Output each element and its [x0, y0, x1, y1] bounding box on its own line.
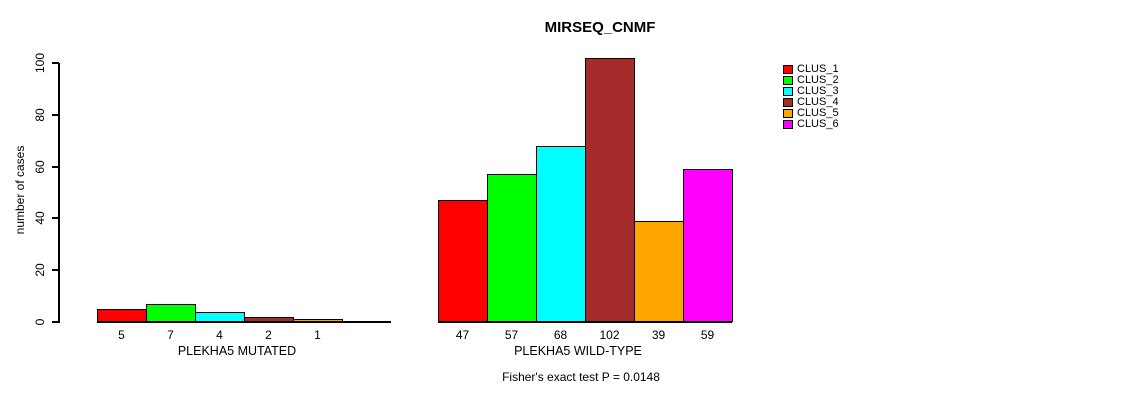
bar-value-label: 68	[553, 328, 568, 342]
legend-swatch-clus_1	[783, 65, 793, 74]
chart-title: MIRSEQ_CNMF	[544, 19, 656, 36]
bar-clus_3	[195, 312, 245, 322]
bar-value-label: 2	[265, 328, 272, 342]
bar-value-label: 4	[216, 328, 223, 342]
y-tick-mark	[52, 269, 59, 272]
bar-clus_1	[97, 309, 147, 322]
y-axis-line	[58, 63, 60, 323]
y-axis-label: number of cases	[13, 145, 27, 235]
bar-clus_2	[146, 304, 196, 322]
y-tick-label: 40	[33, 211, 47, 226]
y-tick-mark	[52, 113, 59, 116]
legend-label: CLUS_6	[797, 118, 839, 130]
legend-label: CLUS_5	[797, 107, 839, 119]
bar-value-label: 7	[167, 328, 174, 342]
y-tick-label: 80	[33, 108, 47, 122]
y-tick-label: 60	[33, 159, 47, 174]
y-tick-label: 0	[33, 318, 47, 326]
legend-swatch-clus_3	[783, 87, 793, 96]
x-axis-baseline	[438, 321, 732, 323]
legend-row: CLUS_6	[783, 119, 839, 130]
legend-label: CLUS_1	[797, 63, 839, 75]
legend-row: CLUS_2	[783, 75, 839, 86]
bar-clus_5	[634, 221, 684, 322]
x-axis-label: PLEKHA5 MUTATED	[177, 344, 297, 358]
legend-row: CLUS_3	[783, 86, 839, 97]
x-axis-label: PLEKHA5 WILD-TYPE	[514, 344, 642, 358]
bar-value-label: 5	[118, 328, 125, 342]
y-tick-label: 20	[33, 263, 47, 277]
legend-swatch-clus_2	[783, 76, 793, 85]
legend-row: CLUS_1	[783, 64, 839, 75]
bar-value-label: 47	[455, 328, 470, 342]
bar-value-label: 1	[314, 328, 321, 342]
legend-label: CLUS_3	[797, 85, 839, 97]
bar-value-label: 39	[651, 328, 666, 342]
legend-swatch-clus_4	[783, 98, 793, 107]
y-tick-mark	[52, 321, 59, 323]
bar-clus_6	[683, 169, 733, 322]
bar-clus_5	[293, 319, 343, 322]
bar-clus_3	[536, 146, 586, 322]
bar-value-label: 59	[700, 328, 715, 342]
bar-value-label: 57	[504, 328, 519, 342]
bar-clus_4	[585, 58, 635, 322]
legend: CLUS_1 CLUS_2 CLUS_3 CLUS_4 CLUS_5 CLUS_6	[783, 64, 839, 130]
bar-clus_1	[438, 200, 488, 322]
fisher-test-annotation: Fisher's exact test P = 0.0148	[502, 370, 660, 384]
legend-label: CLUS_2	[797, 74, 839, 86]
x-axis-baseline	[97, 321, 391, 323]
legend-swatch-clus_6	[783, 120, 793, 129]
y-tick-mark	[52, 165, 59, 168]
legend-swatch-clus_5	[783, 109, 793, 118]
legend-row: CLUS_4	[783, 97, 839, 108]
legend-row: CLUS_5	[783, 108, 839, 119]
y-tick-mark	[52, 62, 59, 64]
y-tick-label: 100	[33, 52, 47, 74]
legend-label: CLUS_4	[797, 96, 839, 108]
y-tick-mark	[52, 217, 59, 220]
bar-clus_2	[487, 174, 537, 322]
bar-clus_4	[244, 317, 294, 322]
bar-value-label: 102	[599, 328, 620, 342]
